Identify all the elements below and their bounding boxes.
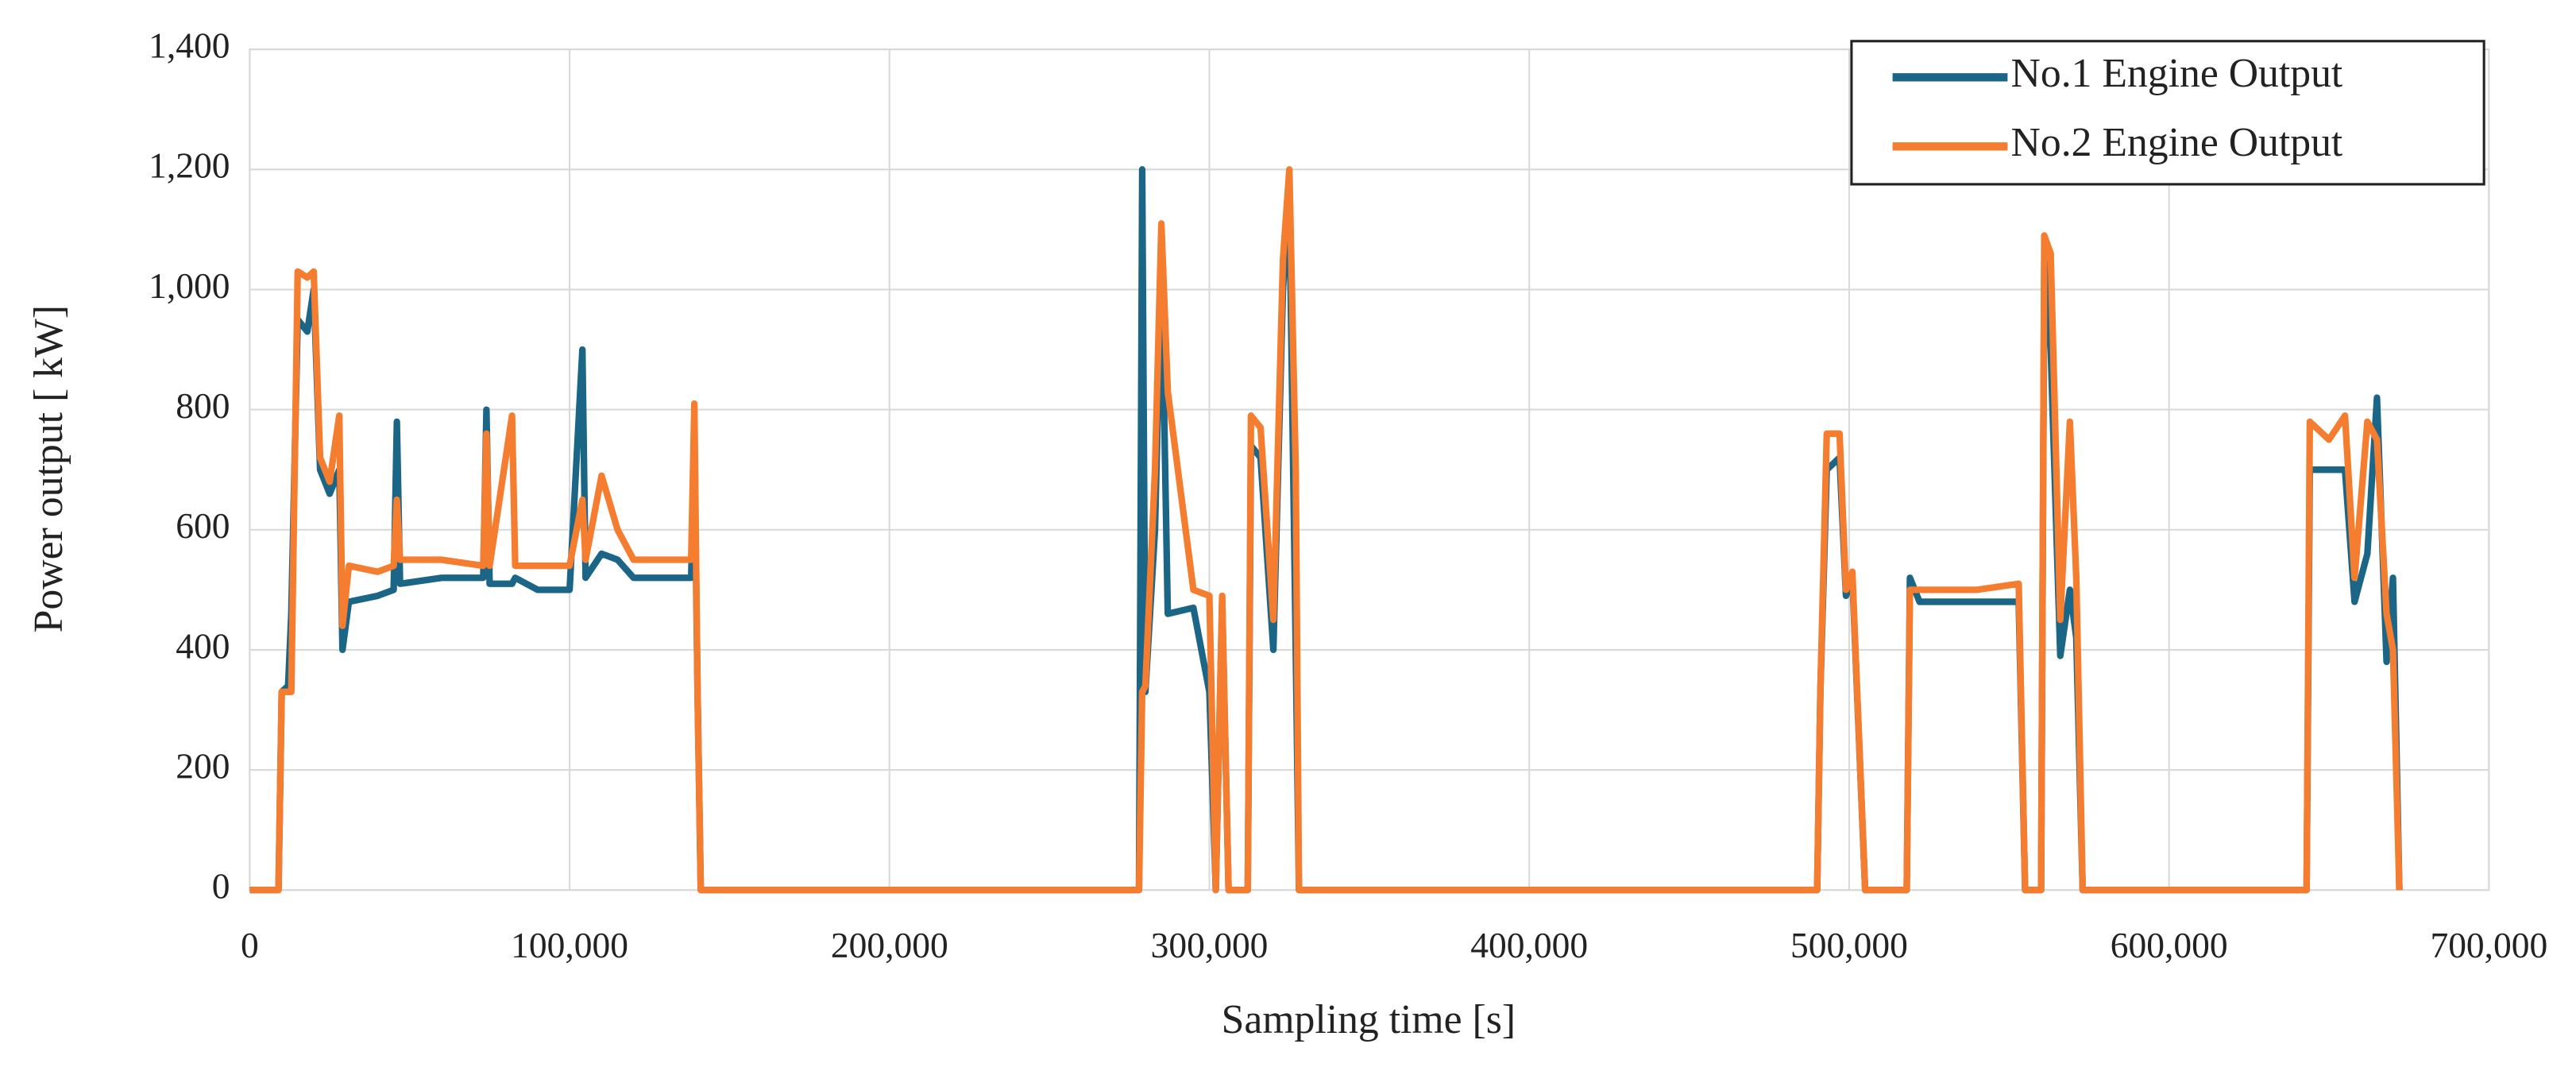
x-tick-label: 200,000 (831, 925, 948, 965)
x-tick-label: 600,000 (2111, 925, 2228, 965)
y-tick-label: 1,400 (149, 25, 230, 66)
y-tick-label: 1,200 (149, 145, 230, 186)
legend-label: No.1 Engine Output (2011, 51, 2343, 96)
series-line (249, 166, 2403, 894)
x-tick-label: 700,000 (2430, 925, 2547, 965)
y-tick-label: 400 (176, 625, 230, 666)
legend-label: No.2 Engine Output (2011, 120, 2343, 165)
y-axis-title: Power output [ kW] (26, 305, 71, 632)
legend-box (1850, 40, 2485, 186)
x-tick-label: 400,000 (1470, 925, 1588, 965)
x-axis-title: Sampling time [s] (1222, 997, 1516, 1042)
y-tick-label: 0 (212, 866, 230, 907)
y-tick-label: 1,000 (149, 265, 230, 306)
x-tick-label: 0 (241, 925, 259, 965)
x-tick-label: 500,000 (1790, 925, 1908, 965)
y-tick-label: 200 (176, 746, 230, 787)
legend: No.1 Engine Output No.2 Engine Output (1850, 40, 2485, 186)
y-tick-label: 800 (176, 385, 230, 426)
x-tick-label: 100,000 (511, 925, 628, 965)
x-tick-label: 300,000 (1151, 925, 1269, 965)
y-tick-label: 600 (176, 505, 230, 546)
